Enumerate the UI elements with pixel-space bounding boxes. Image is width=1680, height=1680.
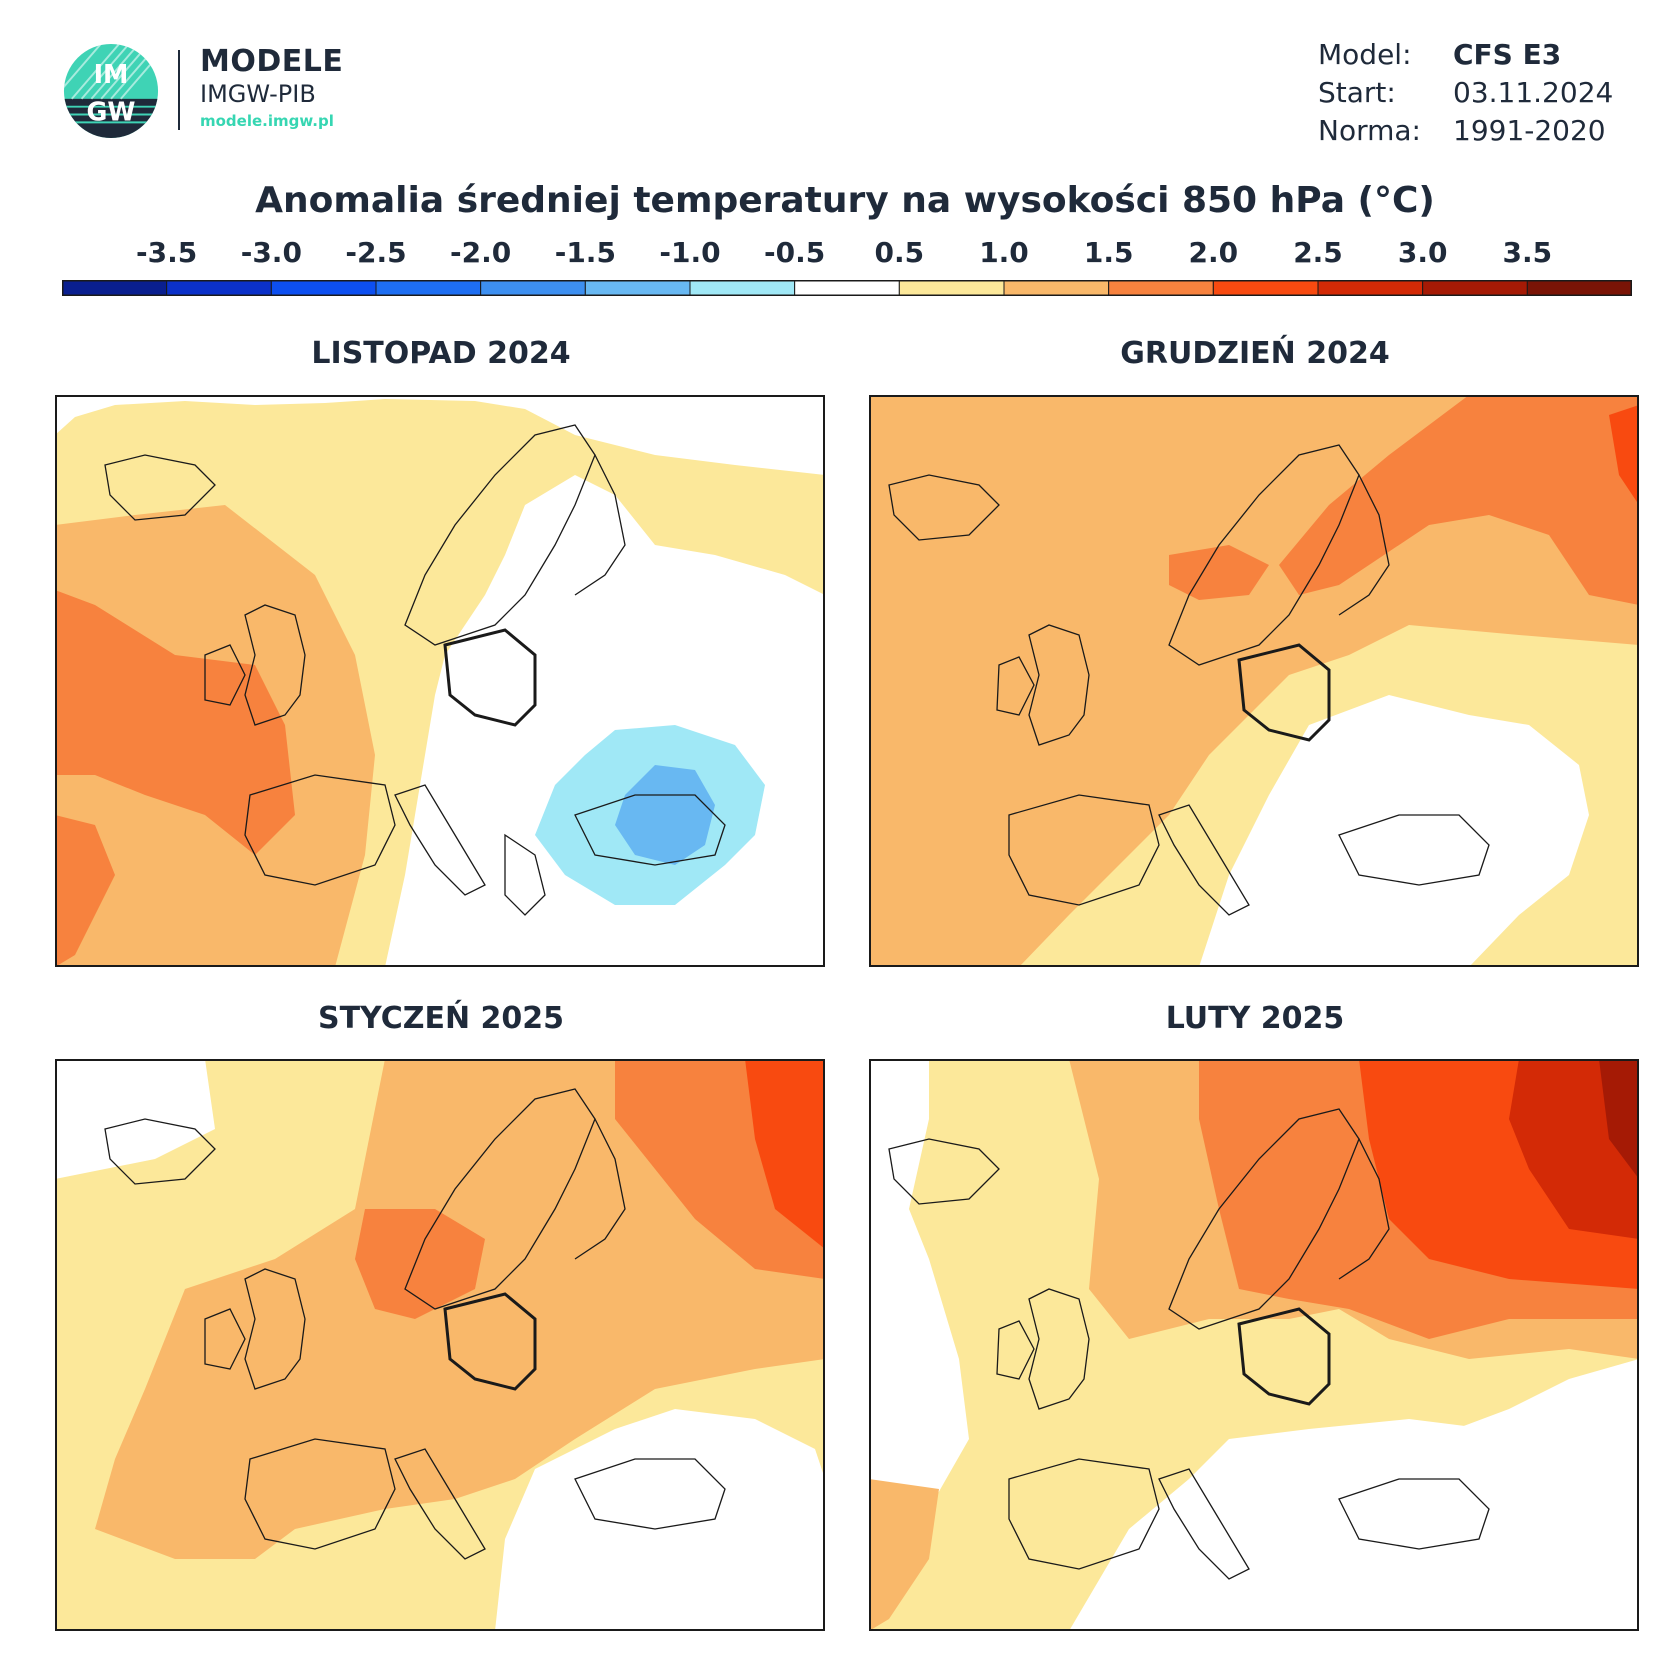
meta-model-value: CFS E3 bbox=[1453, 38, 1562, 71]
anomaly-zone-warm bbox=[55, 590, 295, 855]
logo-text-bottom: GW bbox=[87, 97, 136, 127]
colorbar-tick-label: 2.5 bbox=[1293, 236, 1343, 269]
colorbar-segment bbox=[1317, 280, 1424, 296]
colorbar-segment bbox=[1108, 280, 1214, 296]
page-title: Anomalia średniej temperatury na wysokoś… bbox=[255, 180, 1435, 221]
colorbar-segment bbox=[375, 280, 482, 296]
meta-model-label: Model: bbox=[1318, 38, 1412, 71]
panel-title-luty: LUTY 2025 bbox=[1165, 1001, 1345, 1036]
colorbar-tick-label: -2.5 bbox=[345, 236, 407, 269]
colorbar-tick-label: -3.5 bbox=[136, 236, 198, 269]
meta-start-row: Start: 03.11.2024 bbox=[1318, 76, 1613, 109]
poland-border bbox=[443, 628, 537, 727]
anomaly-zone-warm bbox=[1279, 395, 1639, 605]
brand-subtitle: IMGW-PIB bbox=[200, 80, 316, 108]
coastlines bbox=[888, 444, 1490, 916]
colorbar bbox=[62, 280, 1632, 296]
map-luty-2025 bbox=[869, 1059, 1639, 1631]
coastlines bbox=[104, 424, 726, 916]
colorbar-tick-label: -3.0 bbox=[240, 236, 302, 269]
colorbar-segment bbox=[1003, 280, 1110, 296]
colorbar-tick-label: 0.5 bbox=[874, 236, 925, 269]
colorbar-segment bbox=[62, 280, 168, 296]
colorbar-tick-label: -1.5 bbox=[554, 236, 616, 269]
colorbar-segment bbox=[584, 280, 691, 296]
meta-norm-label: Norma: bbox=[1318, 114, 1421, 147]
colorbar-segment bbox=[480, 280, 586, 296]
anomaly-zone-medium-west bbox=[869, 1479, 939, 1631]
logo-text-top: IM bbox=[94, 60, 129, 90]
logo-divider bbox=[178, 50, 180, 130]
meta-norm-row: Norma: 1991-2020 bbox=[1318, 114, 1606, 147]
colorbar-segment bbox=[1526, 280, 1632, 296]
anomaly-zone-neutral bbox=[495, 1409, 825, 1631]
coastlines bbox=[888, 1108, 1490, 1580]
meta-start-value: 03.11.2024 bbox=[1453, 76, 1614, 109]
poland-border bbox=[1237, 1307, 1331, 1406]
colorbar-tick-label: -2.0 bbox=[450, 236, 512, 269]
colorbar-labels: -3.5 -3.0 -2.5 -2.0 -1.5 -1.0 -0.5 0.5 1.0 1.5 2.0… bbox=[0, 236, 1680, 272]
panel-title-grudzien: GRUDZIEŃ 2024 bbox=[1120, 336, 1390, 371]
anomaly-zone-hot bbox=[1609, 405, 1639, 505]
colorbar-tick-label: 3.0 bbox=[1397, 236, 1448, 269]
colorbar-segment bbox=[166, 280, 272, 296]
map-frame bbox=[869, 395, 1639, 967]
anomaly-zone-neutral bbox=[1199, 695, 1589, 967]
poland-border bbox=[443, 1292, 537, 1391]
anomaly-zone-medium bbox=[869, 395, 1639, 967]
colorbar-tick-label: 2.0 bbox=[1188, 236, 1239, 269]
meta-start-label: Start: bbox=[1318, 76, 1396, 109]
colorbar-tick-label: 1.0 bbox=[979, 236, 1029, 269]
anomaly-zone-hottest bbox=[1599, 1059, 1639, 1179]
poland-border bbox=[1237, 643, 1331, 742]
panel-title-listopad: LISTOPAD 2024 bbox=[311, 336, 571, 371]
colorbar-segment bbox=[1212, 280, 1319, 296]
map-listopad-2024 bbox=[55, 395, 825, 967]
coastlines bbox=[104, 1088, 726, 1560]
colorbar-tick-label: -0.5 bbox=[764, 236, 826, 269]
anomaly-zone-colder bbox=[615, 765, 715, 865]
colorbar-segment bbox=[689, 280, 796, 296]
brand-url[interactable]: modele.imgw.pl bbox=[200, 112, 334, 130]
map-frame bbox=[869, 1059, 1639, 1631]
brand-title: MODELE bbox=[200, 44, 344, 79]
imgw-logo-icon: IM GW bbox=[63, 43, 159, 139]
map-frame bbox=[55, 395, 825, 967]
colorbar-tick-label: 3.5 bbox=[1502, 236, 1553, 269]
map-styczen-2025 bbox=[55, 1059, 825, 1631]
map-frame bbox=[55, 1059, 825, 1631]
map-grudzien-2024 bbox=[869, 395, 1639, 967]
colorbar-segment bbox=[898, 280, 1005, 296]
anomaly-zone-warm-south bbox=[55, 815, 115, 967]
colorbar-segment bbox=[794, 280, 900, 296]
colorbar-segment bbox=[270, 280, 377, 296]
colorbar-frame bbox=[62, 280, 1632, 296]
anomaly-zone-medium bbox=[95, 1059, 825, 1559]
colorbar-tick-label: 1.5 bbox=[1083, 236, 1134, 269]
meta-model-row: Model: CFS E3 bbox=[1318, 38, 1561, 71]
anomaly-zone-hot bbox=[745, 1059, 825, 1249]
anomaly-zone-warm-scandinavia bbox=[355, 1209, 485, 1319]
panel-title-styczen: STYCZEŃ 2025 bbox=[317, 1001, 565, 1036]
anomaly-zone-neutral bbox=[1069, 1419, 1639, 1631]
meta-norm-value: 1991-2020 bbox=[1453, 114, 1606, 147]
colorbar-segment bbox=[1422, 280, 1528, 296]
colorbar-tick-label: -1.0 bbox=[659, 236, 721, 269]
